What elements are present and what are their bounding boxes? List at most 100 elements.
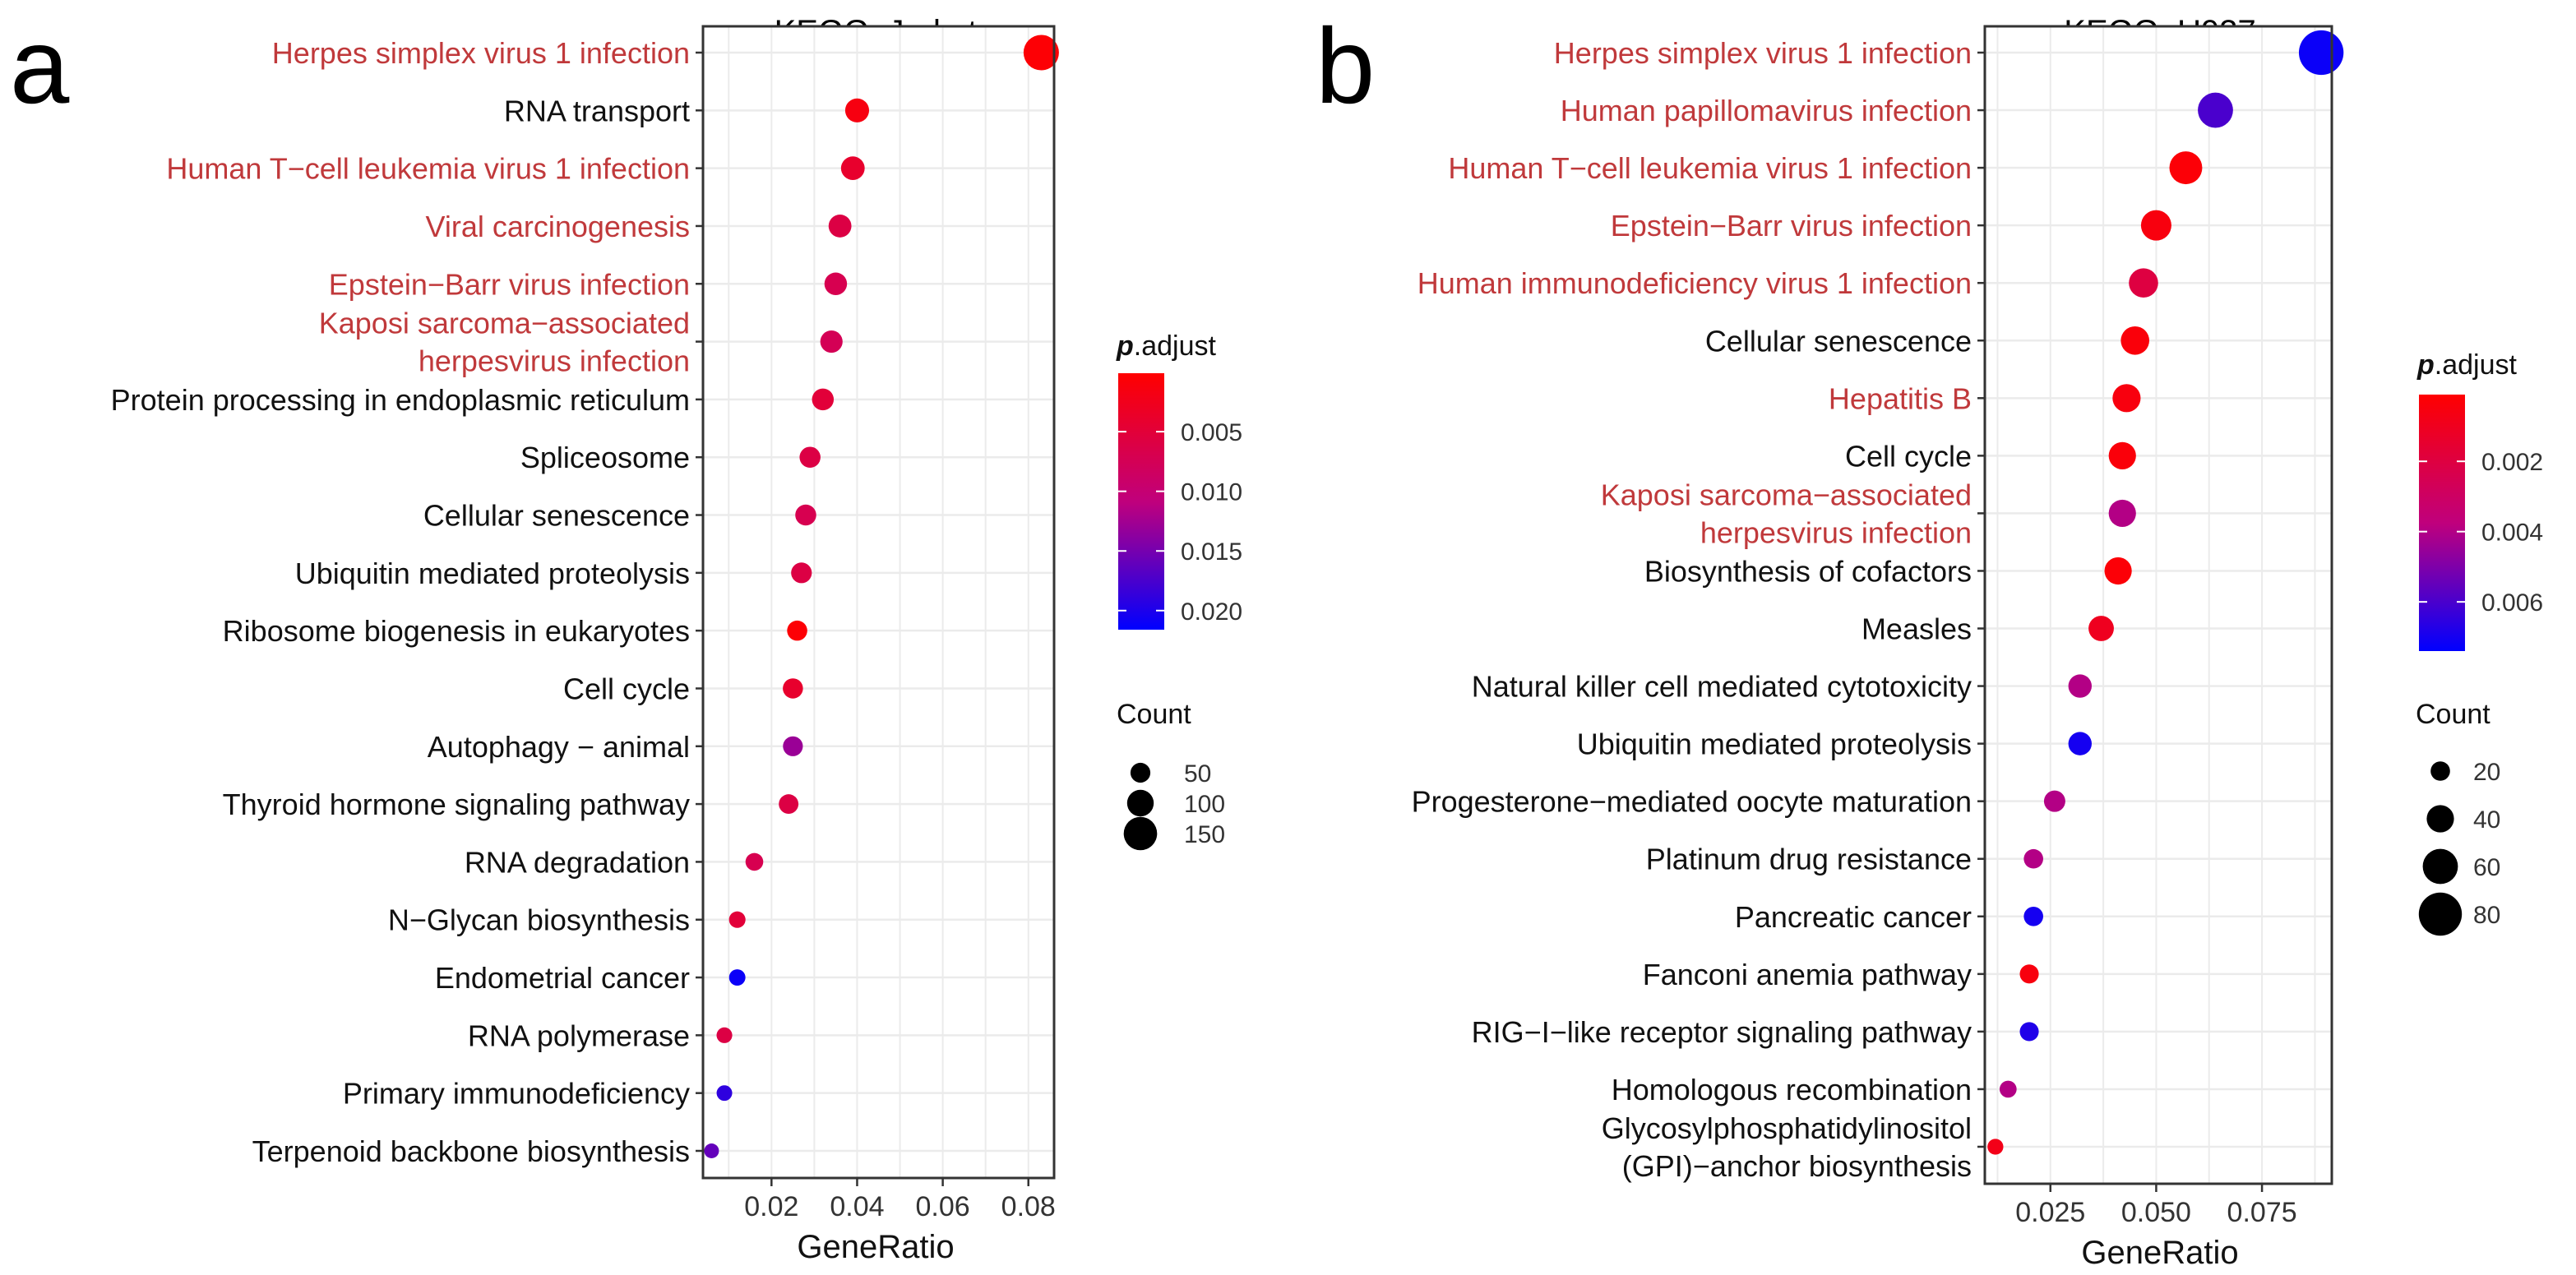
category-label: Herpes simplex virus 1 infection	[272, 36, 690, 70]
data-point	[2068, 732, 2092, 755]
x-axis-b: 0.025 0.050 0.075	[2015, 1184, 2297, 1228]
size-legend-dot	[1126, 789, 1154, 817]
category-label: Biosynthesis of cofactors	[1644, 554, 1972, 588]
category-label: Terpenoid backbone biosynthesis	[252, 1134, 690, 1168]
data-point	[2198, 92, 2233, 128]
data-point	[728, 911, 746, 928]
category-label: Hepatitis B	[1829, 381, 1972, 415]
data-point	[820, 330, 843, 353]
plot-area-a	[701, 25, 1059, 1180]
category-label: (GPI)−anchor biosynthesis	[1622, 1149, 1972, 1183]
data-point	[1999, 1080, 2017, 1098]
color-tick-label: 0.015	[1181, 538, 1242, 566]
data-point	[783, 678, 803, 699]
category-label: Cell cycle	[1845, 439, 1972, 473]
color-tick-label: 0.020	[1181, 598, 1242, 626]
color-tick-label: 0.005	[1181, 419, 1242, 446]
plot-background	[703, 26, 1054, 1178]
x-axis-label-a: GeneRatio	[797, 1229, 954, 1265]
x-axis-a: 0.02 0.04 0.06 0.08	[744, 1178, 1056, 1222]
x-axis-label-b: GeneRatio	[2081, 1235, 2238, 1271]
category-label: Pancreatic cancer	[1735, 900, 1972, 934]
x-tick-label: 0.06	[916, 1191, 970, 1222]
color-legend-ticks-a: 0.005 0.010 0.015 0.020	[1118, 419, 1242, 626]
category-label: Natural killer cell mediated cytotoxicit…	[1472, 670, 1972, 704]
data-point	[799, 446, 821, 468]
data-point	[2129, 268, 2158, 298]
category-label: Herpes simplex virus 1 infection	[1554, 36, 1972, 70]
category-label: Viral carcinogenesis	[425, 210, 690, 243]
size-legend-entries-b: 20 40 60 80	[2418, 759, 2500, 936]
category-labels-b: Herpes simplex virus 1 infection Human pa…	[1412, 36, 1985, 1183]
x-tick-label: 0.04	[830, 1191, 884, 1222]
category-label: Ubiquitin mediated proteolysis	[1577, 728, 1972, 761]
category-label: Human T−cell leukemia virus 1 infection	[1448, 151, 1972, 185]
data-point	[2169, 151, 2203, 185]
data-point	[844, 98, 870, 122]
data-point	[824, 272, 848, 296]
data-point	[812, 388, 835, 411]
category-label: Progesterone−mediated oocyte maturation	[1412, 785, 1972, 819]
category-label: N−Glycan biosynthesis	[388, 903, 690, 937]
category-label: Ribosome biogenesis in eukaryotes	[223, 614, 690, 648]
x-tick-label: 0.075	[2227, 1197, 2297, 1228]
data-point	[2108, 441, 2136, 469]
size-legend-label: 100	[1184, 791, 1225, 818]
size-legend-dot	[1130, 762, 1151, 783]
data-point	[2140, 210, 2171, 241]
x-tick-label: 0.050	[2121, 1197, 2191, 1228]
color-tick-label: 0.002	[2481, 449, 2543, 476]
data-point	[791, 562, 812, 584]
data-point	[745, 852, 764, 871]
category-label: herpesvirus infection	[1700, 515, 1972, 549]
x-tick-label: 0.02	[744, 1191, 798, 1222]
category-label: Spliceosome	[520, 441, 690, 474]
category-label: RNA transport	[504, 94, 690, 127]
size-legend-label: 150	[1184, 821, 1225, 848]
size-legend-title-a: Count	[1117, 699, 1191, 730]
color-bar-a	[1118, 373, 1164, 630]
data-point	[716, 1027, 733, 1043]
data-point	[2068, 674, 2092, 698]
category-label: Platinum drug resistance	[1646, 843, 1972, 876]
category-label: Primary immunodeficiency	[343, 1077, 690, 1111]
color-bar-b	[2419, 395, 2465, 651]
category-label: Ubiquitin mediated proteolysis	[295, 557, 690, 590]
color-legend-a: p.adjust 0.005 0.010 0.015 0.020	[1116, 330, 1242, 630]
size-legend-a: Count 50 100 150	[1117, 699, 1225, 851]
data-point	[728, 969, 746, 986]
category-label: Kaposi sarcoma−associated	[1601, 478, 1972, 511]
data-point	[1987, 1139, 2004, 1155]
x-tick-label: 0.025	[2015, 1197, 2085, 1228]
color-tick-label: 0.010	[1181, 479, 1242, 506]
color-legend-title-b: p.adjust	[2416, 349, 2518, 381]
data-point	[2120, 326, 2150, 355]
panel-letter-b: b	[1316, 6, 1375, 126]
category-label: Protein processing in endoplasmic reticu…	[111, 383, 690, 417]
x-tick-label: 0.08	[1001, 1191, 1056, 1222]
size-legend-title-b: Count	[2416, 699, 2490, 730]
color-legend-b: p.adjust 0.002 0.004 0.006	[2416, 349, 2543, 651]
size-legend-dot	[2426, 805, 2454, 833]
data-point	[787, 620, 807, 641]
data-point	[1023, 35, 1059, 71]
data-point	[2043, 790, 2065, 812]
data-point	[2108, 499, 2136, 528]
category-label: Fanconi anemia pathway	[1643, 958, 1972, 991]
data-point	[783, 736, 803, 756]
data-point	[2112, 384, 2141, 413]
category-label: Measles	[1861, 612, 1972, 646]
plot-area-b	[1983, 25, 2344, 1185]
category-label: Epstein−Barr virus infection	[329, 267, 690, 301]
data-point	[716, 1085, 733, 1102]
size-legend-label: 60	[2473, 854, 2500, 881]
data-point	[795, 504, 816, 526]
category-label: Cellular senescence	[423, 499, 690, 533]
data-point	[2023, 906, 2043, 926]
data-point	[2088, 616, 2114, 641]
size-legend-dot	[2430, 761, 2450, 781]
category-label: Homologous recombination	[1612, 1073, 1972, 1106]
category-label: RNA polymerase	[468, 1019, 690, 1052]
color-tick-label: 0.004	[2481, 520, 2543, 547]
category-label: RNA degradation	[465, 845, 690, 879]
